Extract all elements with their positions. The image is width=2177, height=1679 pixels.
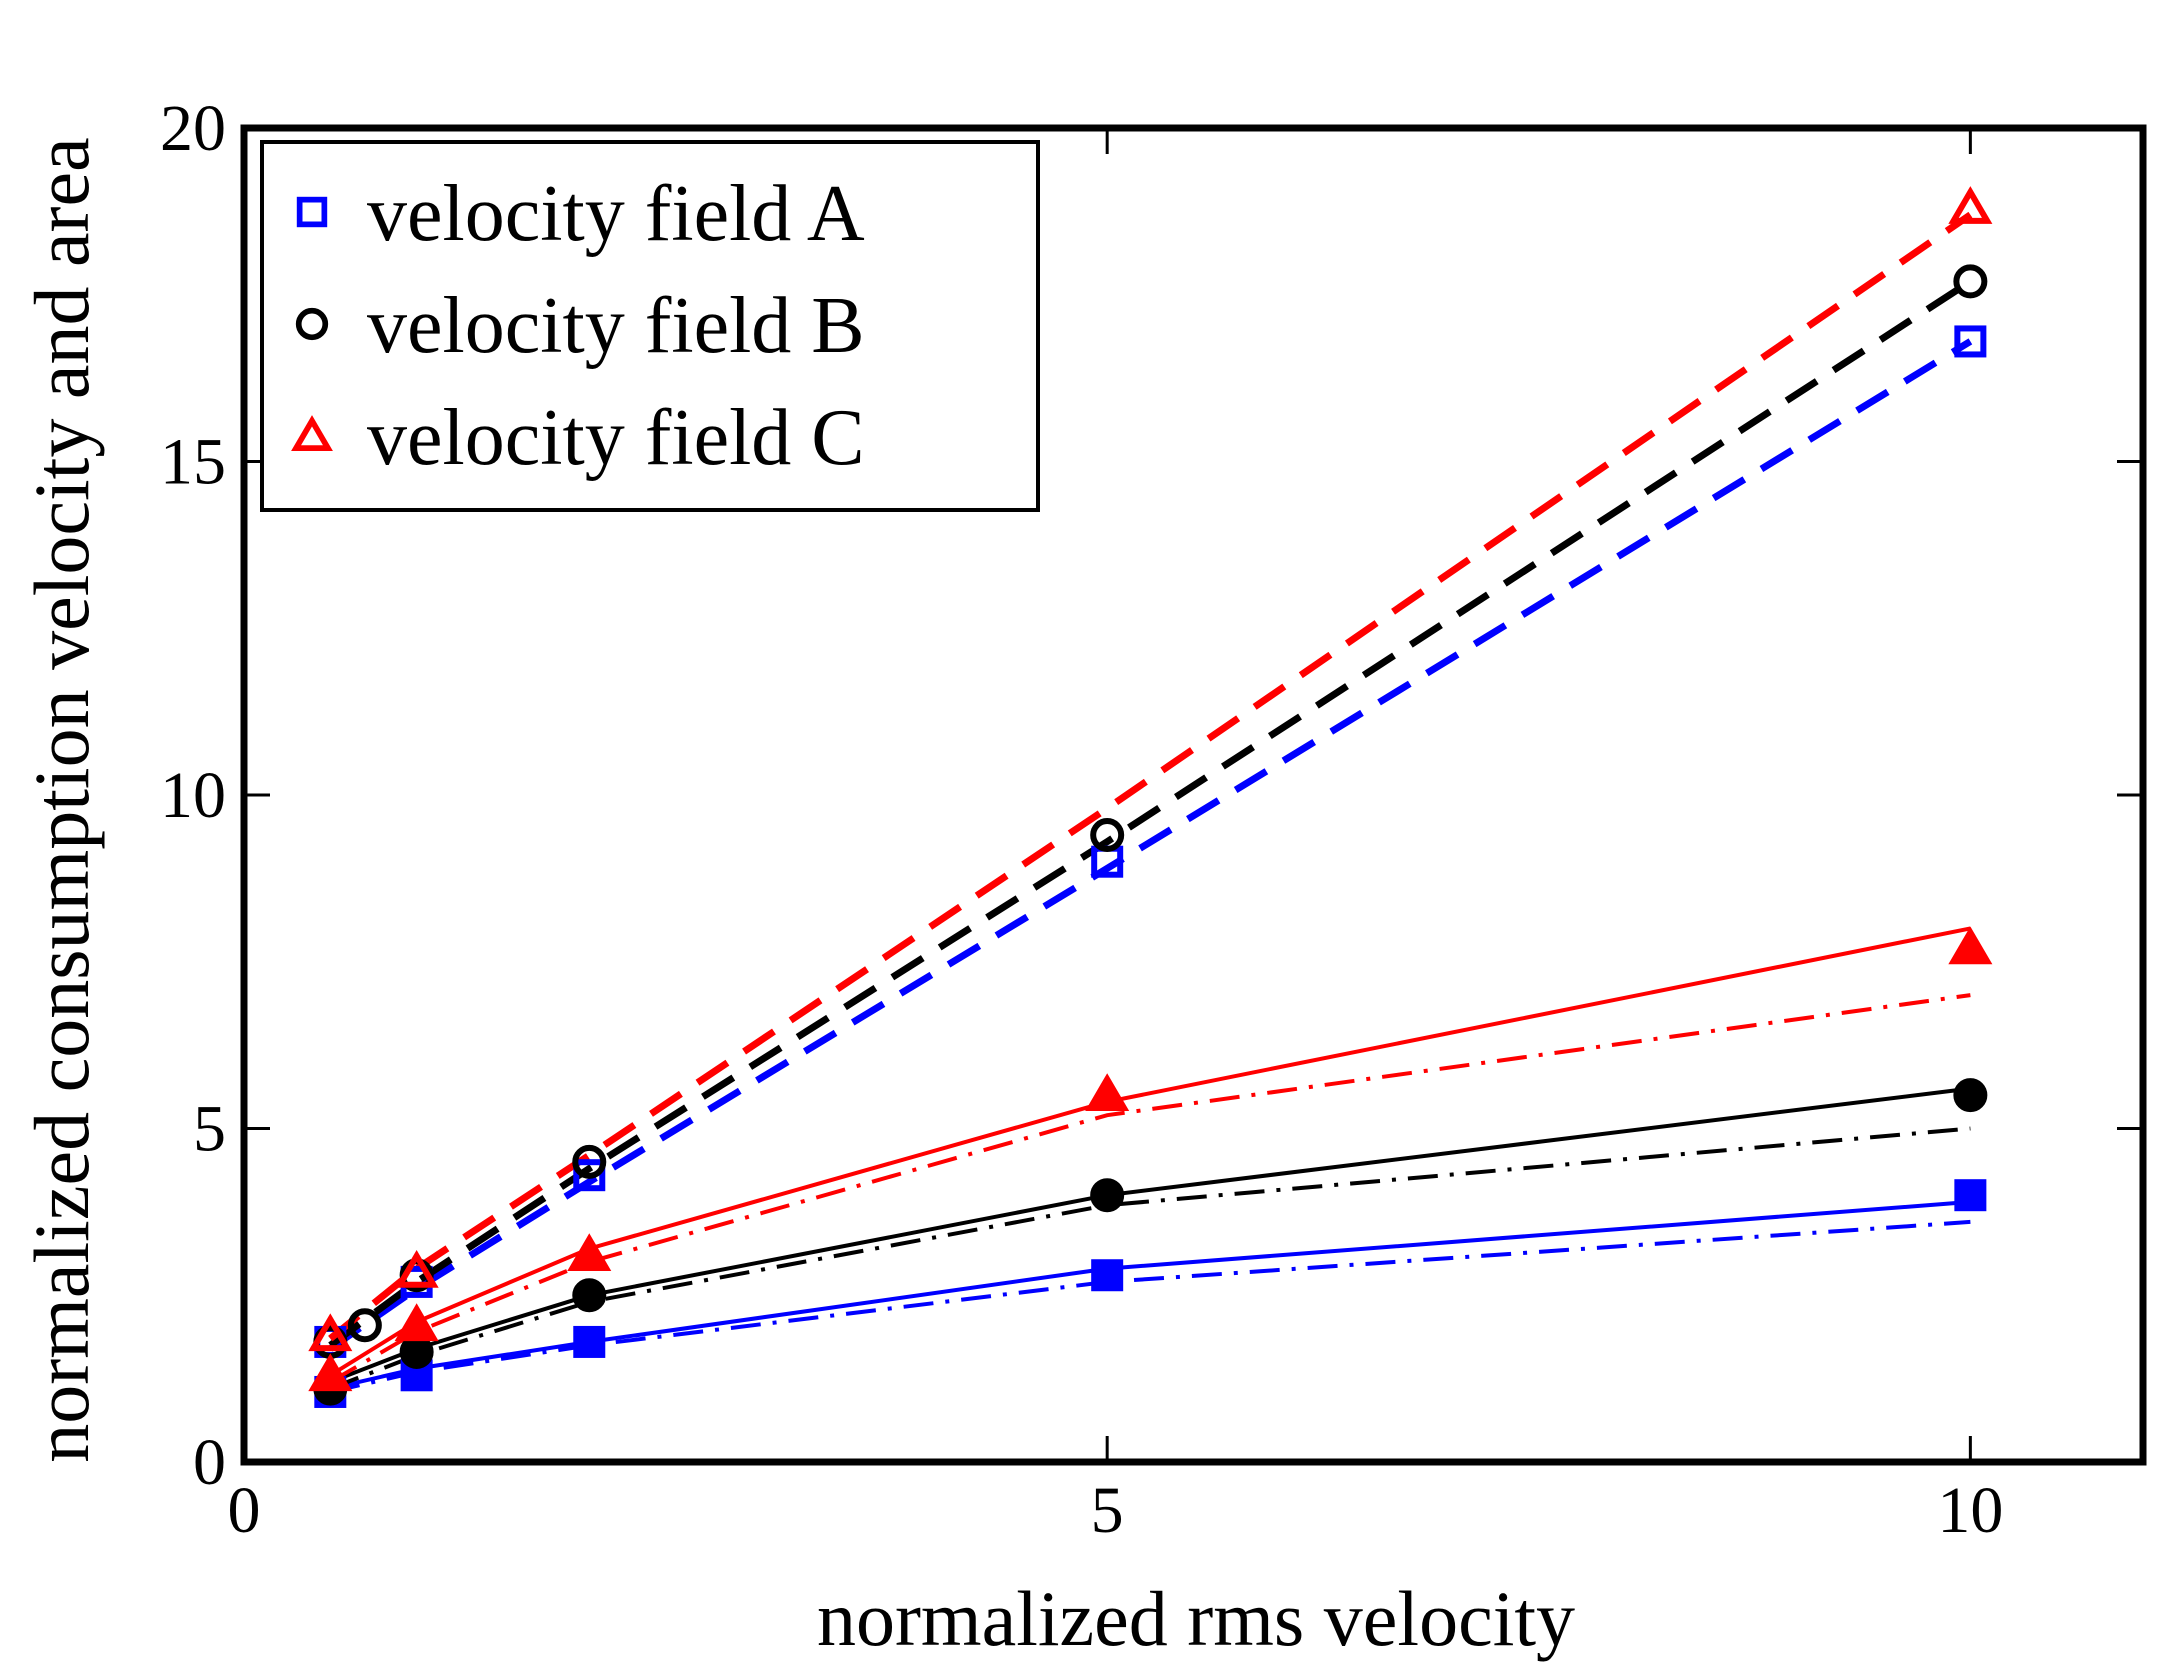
data-point: [399, 1334, 434, 1369]
y-tick-label: 20: [160, 92, 226, 165]
x-tick-label: 5: [1091, 1474, 1124, 1547]
data-point: [1948, 926, 1993, 965]
data-point: [394, 1249, 439, 1288]
series-line-4: [329, 1219, 1971, 1394]
legend-marker-1: [295, 307, 329, 341]
legend-marker-0: [296, 196, 328, 228]
legend-label-2: velocity field C: [367, 394, 865, 482]
data-point: [572, 1278, 607, 1313]
data-point: [573, 1159, 606, 1192]
x-tick-label: 10: [1937, 1474, 2003, 1547]
y-tick-label: 0: [193, 1426, 226, 1499]
data-point: [394, 1303, 439, 1342]
data-point: [1953, 264, 1988, 299]
legend: velocity field A velocity field B velocity…: [260, 140, 1040, 512]
legend-marker-2: [291, 415, 333, 452]
data-point: [1954, 325, 1987, 358]
y-tick-label: 15: [160, 426, 226, 499]
data-point: [1090, 1178, 1125, 1213]
y-tick-label: 10: [160, 759, 226, 832]
y-axis-title: normalized consumption velocity and area: [18, 137, 105, 1463]
legend-label-1: velocity field B: [367, 282, 865, 370]
data-point: [572, 1144, 607, 1179]
series-markers-12: [308, 926, 1993, 1392]
legend-label-0: velocity field A: [367, 170, 865, 258]
data-point: [1090, 818, 1125, 853]
series-markers-10: [308, 186, 1993, 1352]
data-point: [308, 1353, 353, 1392]
data-point: [1948, 186, 1993, 224]
series-line-14: [329, 993, 1971, 1384]
x-axis-title: normalized rms velocity: [817, 1575, 1575, 1662]
axes-layer: 0 5 10 0 5 10 15 20: [160, 92, 2147, 1547]
series-line-9: [329, 1126, 1971, 1391]
legend-box: [260, 140, 1040, 512]
series-line-6: [328, 278, 1973, 1349]
y-tick-label: 5: [193, 1093, 226, 1166]
data-point: [1954, 1179, 1987, 1212]
series-line-1: [328, 338, 1973, 1352]
data-point: [567, 1233, 612, 1272]
data-point: [1953, 1078, 1988, 1113]
series-layer: [308, 186, 1993, 1408]
data-point: [1091, 1259, 1124, 1292]
data-point: [308, 1313, 353, 1352]
data-point: [347, 1308, 382, 1343]
data-point: [1085, 1073, 1130, 1111]
series-line-11: [328, 211, 1973, 1342]
x-tick-label: 0: [228, 1474, 261, 1547]
data-point: [573, 1325, 606, 1358]
